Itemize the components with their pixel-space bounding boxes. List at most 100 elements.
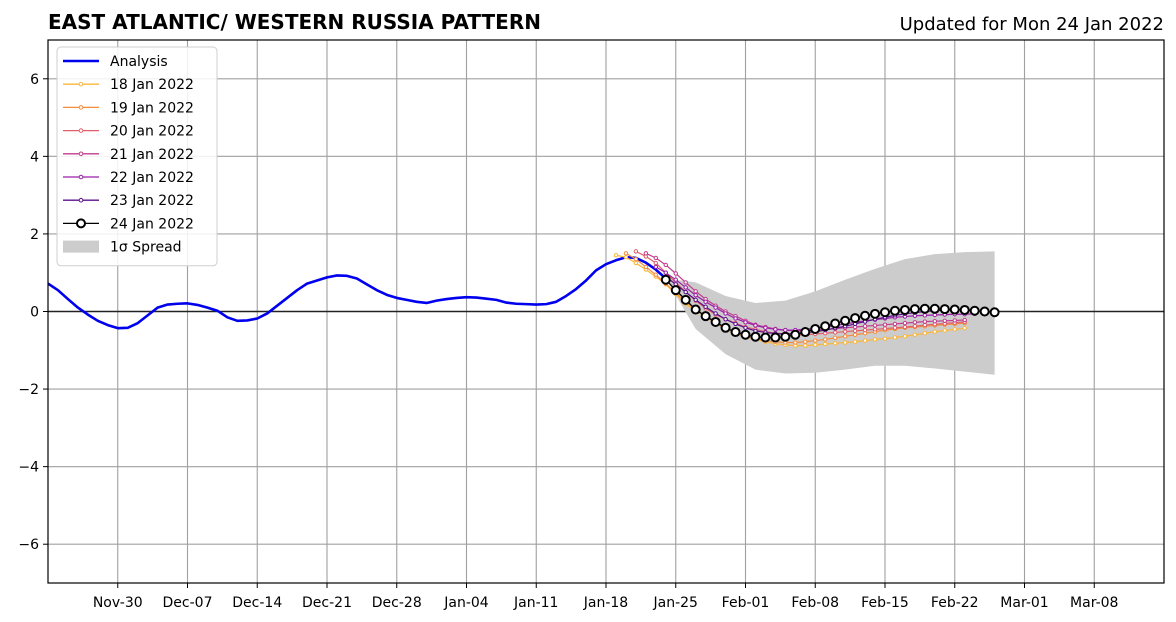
- forecast-point: [902, 324, 908, 330]
- forecast-point: [663, 262, 668, 268]
- forecast-point: [939, 304, 950, 315]
- forecast-point: [922, 313, 928, 318]
- forecast-point: [852, 328, 858, 334]
- forecast-point: [713, 311, 718, 316]
- x-tick-label: Jan-25: [653, 595, 698, 611]
- legend-marker: [76, 218, 86, 229]
- forecast-point: [613, 253, 619, 258]
- forecast-point: [633, 256, 639, 262]
- legend-marker: [78, 81, 84, 87]
- forecast-point: [932, 329, 938, 334]
- x-tick-label: Feb-22: [931, 595, 979, 611]
- forecast-point: [660, 274, 671, 285]
- forecast-point: [872, 337, 878, 342]
- forecast-point: [932, 312, 938, 318]
- chart-subtitle: Updated for Mon 24 Jan 2022: [900, 14, 1164, 35]
- forecast-point: [860, 310, 871, 321]
- x-tick-label: Mar-08: [1070, 595, 1118, 611]
- legend-entry: Analysis: [63, 54, 168, 70]
- forecast-point: [693, 289, 698, 294]
- legend: Analysis 18 Jan 2022 19 Jan 2022 20 Jan 202…: [56, 46, 218, 267]
- y-tick-label: −6: [18, 537, 39, 553]
- forecast-point: [673, 271, 678, 276]
- legend-entry: 18 Jan 2022: [63, 77, 194, 93]
- forecast-point: [832, 330, 838, 335]
- forecast-point: [673, 277, 678, 282]
- y-tick-label: 6: [30, 72, 39, 88]
- series-group: [48, 249, 1000, 375]
- forecast-point: [830, 318, 841, 329]
- legend-entry: 24 Jan 2022: [63, 216, 194, 232]
- forecast-point: [703, 304, 708, 310]
- legend-entry: 19 Jan 2022: [63, 100, 194, 116]
- forecast-point: [919, 303, 930, 314]
- forecast-point: [740, 329, 751, 340]
- legend-entry: 1σ Spread: [63, 240, 182, 256]
- legend-marker: [78, 105, 84, 110]
- forecast-point: [633, 249, 639, 254]
- forecast-point: [942, 328, 947, 333]
- x-tick-label: Feb-08: [791, 595, 839, 611]
- forecast-point: [952, 318, 957, 323]
- forecast-point: [703, 299, 708, 305]
- legend-label: 23 Jan 2022: [110, 193, 194, 209]
- forecast-point: [862, 338, 868, 343]
- forecast-point: [852, 332, 858, 337]
- x-tick-label: Jan-18: [583, 595, 628, 611]
- forecast-point: [653, 272, 659, 277]
- forecast-point: [743, 320, 748, 325]
- forecast-point: [750, 331, 761, 342]
- forecast-point: [683, 285, 688, 290]
- forecast-point: [803, 343, 808, 348]
- forecast-point: [763, 325, 768, 330]
- x-tick-label: Feb-15: [861, 595, 909, 611]
- forecast-point: [872, 327, 878, 332]
- y-tick-label: −4: [18, 460, 39, 476]
- forecast-point: [832, 335, 838, 341]
- forecast-point: [882, 336, 888, 341]
- forecast-point: [813, 338, 818, 343]
- forecast-point: [683, 289, 688, 295]
- forecast-point: [680, 294, 691, 305]
- forecast-point: [870, 308, 881, 319]
- forecast-point: [852, 339, 858, 344]
- forecast-point: [623, 255, 629, 260]
- forecast-point: [892, 335, 898, 340]
- y-tick-label: 4: [30, 149, 39, 165]
- forecast-point: [912, 324, 918, 329]
- forecast-point: [713, 305, 718, 310]
- forecast-point: [842, 334, 848, 339]
- forecast-point: [979, 306, 990, 317]
- x-tick-label: Dec-07: [163, 595, 213, 611]
- legend-entry: 20 Jan 2022: [63, 124, 194, 140]
- forecast-point: [922, 322, 928, 328]
- forecast-point: [892, 325, 898, 330]
- forecast-point: [932, 318, 938, 324]
- forecast-point: [969, 305, 980, 316]
- forecast-point: [810, 323, 821, 334]
- forecast-point: [753, 323, 758, 328]
- forecast-point: [823, 337, 828, 342]
- legend-box: [56, 46, 218, 267]
- forecast-point: [820, 321, 831, 332]
- forecast-point: [710, 316, 721, 327]
- forecast-point: [773, 327, 778, 332]
- forecast-point: [922, 319, 928, 324]
- forecast-point: [643, 251, 649, 256]
- forecast-point: [780, 331, 791, 342]
- forecast-point: [670, 285, 681, 296]
- legend-marker: [78, 174, 84, 180]
- forecast-point: [862, 327, 868, 333]
- forecast-point: [770, 332, 781, 343]
- forecast-point: [783, 327, 788, 333]
- legend-marker: [78, 128, 84, 133]
- legend-label: Analysis: [110, 54, 168, 70]
- legend-label: 18 Jan 2022: [110, 77, 194, 93]
- forecast-point: [880, 307, 890, 318]
- forecast-point: [733, 321, 738, 327]
- forecast-point: [912, 320, 918, 325]
- forecast-point: [962, 317, 967, 323]
- forecast-point: [813, 342, 818, 348]
- forecast-point: [962, 325, 967, 331]
- x-tick-label: Jan-04: [443, 595, 489, 611]
